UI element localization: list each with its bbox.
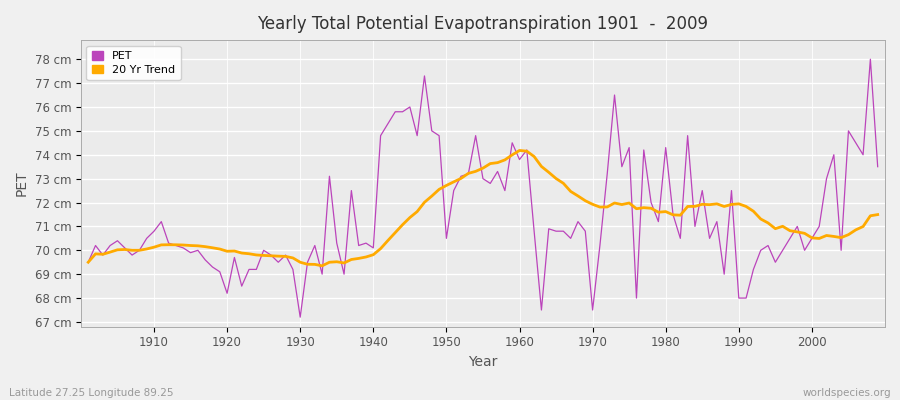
20 Yr Trend bbox=[302, 262, 313, 267]
20 Yr Trend bbox=[872, 212, 883, 217]
PET bbox=[872, 164, 883, 169]
20 Yr Trend bbox=[616, 202, 627, 207]
20 Yr Trend bbox=[514, 148, 525, 153]
Legend: PET, 20 Yr Trend: PET, 20 Yr Trend bbox=[86, 46, 181, 80]
20 Yr Trend bbox=[521, 149, 532, 154]
20 Yr Trend bbox=[317, 264, 328, 268]
20 Yr Trend bbox=[141, 246, 152, 251]
PET bbox=[609, 93, 620, 98]
Line: PET: PET bbox=[88, 59, 878, 317]
PET bbox=[83, 260, 94, 265]
Text: worldspecies.org: worldspecies.org bbox=[803, 388, 891, 398]
20 Yr Trend bbox=[528, 154, 539, 159]
20 Yr Trend bbox=[83, 260, 94, 265]
PET bbox=[521, 148, 532, 152]
PET bbox=[295, 315, 306, 320]
PET bbox=[310, 243, 320, 248]
Title: Yearly Total Potential Evapotranspiration 1901  -  2009: Yearly Total Potential Evapotranspiratio… bbox=[257, 15, 708, 33]
PET bbox=[354, 243, 364, 248]
Line: 20 Yr Trend: 20 Yr Trend bbox=[88, 150, 878, 266]
X-axis label: Year: Year bbox=[468, 355, 498, 369]
PET bbox=[514, 157, 525, 162]
PET bbox=[865, 57, 876, 62]
Y-axis label: PET: PET bbox=[15, 171, 29, 196]
Text: Latitude 27.25 Longitude 89.25: Latitude 27.25 Longitude 89.25 bbox=[9, 388, 174, 398]
PET bbox=[141, 236, 152, 241]
20 Yr Trend bbox=[354, 256, 364, 261]
